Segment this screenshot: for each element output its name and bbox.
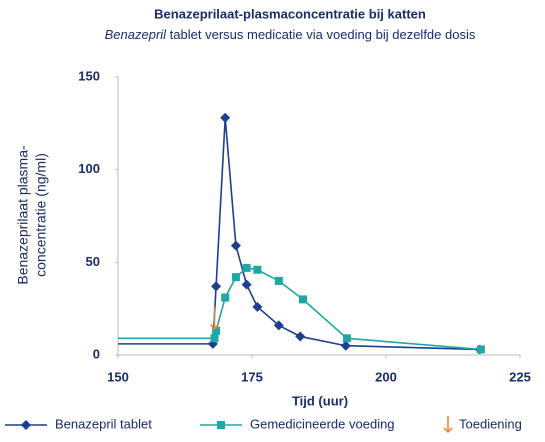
marker [295,331,306,342]
marker [274,276,283,285]
x-tick-label: 225 [509,369,531,384]
subtitle-part: tablet versus medicatie via voeding bij … [166,27,476,42]
marker [242,263,251,272]
marker [252,301,263,312]
marker [476,345,485,354]
marker [230,240,241,251]
marker [211,281,222,292]
marker [221,293,230,302]
dosing-arrow [209,306,220,331]
x-tick-label: 175 [241,369,263,384]
y-axis-label: concentratie (ng/ml) [33,153,49,277]
y-tick-label: 0 [93,346,100,361]
legend-label: Gemedicineerde voeding [250,416,395,431]
marker [253,265,262,274]
x-tick-label: 200 [375,369,397,384]
marker [210,334,219,343]
marker [298,295,307,304]
marker [342,334,351,343]
series-line [118,117,480,351]
marker [21,420,31,430]
chart-subtitle: Benazepril tablet versus medicatie via v… [105,27,476,42]
legend-arrow [443,416,453,434]
marker [340,340,351,351]
marker [241,279,252,290]
marker [212,326,221,335]
y-axis-label: Benazeprilaat plasma- [15,145,31,285]
legend-label: Toediening [459,416,522,431]
x-tick-label: 150 [107,369,129,384]
y-tick-label: 150 [78,68,100,83]
y-tick-label: 100 [78,161,100,176]
legend-label: Benazepril tablet [55,416,152,431]
marker [220,112,231,123]
subtitle-part: Benazepril [105,27,168,42]
x-axis-label: Tijd (uur) [292,393,348,408]
marker [217,421,225,429]
marker [273,320,284,331]
chart-title: Benazeprilaat-plasmaconcentratie bij kat… [154,6,426,21]
marker [231,273,240,282]
y-tick-label: 50 [86,254,100,269]
